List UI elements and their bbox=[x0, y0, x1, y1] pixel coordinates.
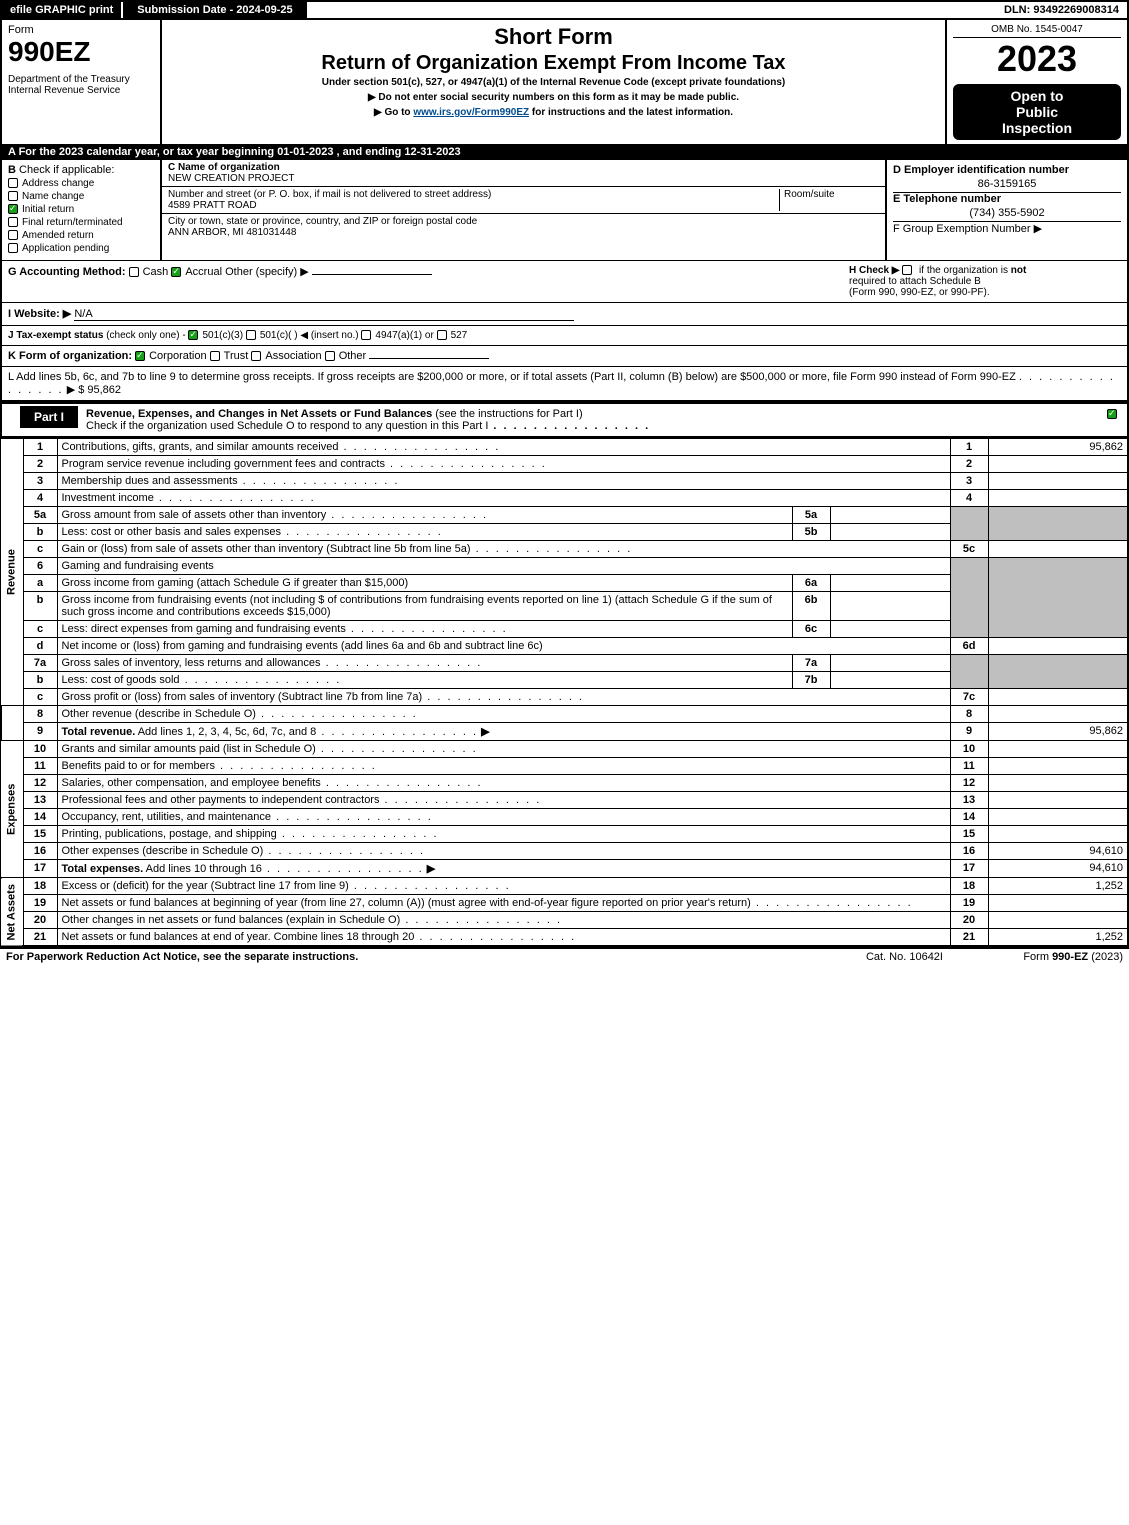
footer-catno: Cat. No. 10642I bbox=[866, 951, 943, 963]
bullet-goto: ▶ Go to www.irs.gov/Form990EZ for instru… bbox=[168, 107, 939, 118]
section-a-row: A For the 2023 calendar year, or tax yea… bbox=[0, 144, 1129, 402]
omb: OMB No. 1545-0047 bbox=[953, 24, 1121, 38]
e-phone: (734) 355-5902 bbox=[893, 205, 1121, 222]
j-527-checkbox[interactable] bbox=[437, 330, 447, 340]
top-bar: efile GRAPHIC print Submission Date - 20… bbox=[0, 0, 1129, 20]
section-j: J Tax-exempt status (check only one) - 5… bbox=[2, 325, 1127, 345]
c-name-label: C Name of organization bbox=[168, 162, 280, 173]
section-def: D Employer identification number 86-3159… bbox=[887, 160, 1127, 260]
b-label-3: Final return/terminated bbox=[22, 217, 123, 228]
section-k: K Form of organization: Corporation Trus… bbox=[2, 345, 1127, 366]
tax-year: 2023 bbox=[953, 38, 1121, 80]
form-word: Form bbox=[8, 24, 154, 36]
k-checkbox-2[interactable] bbox=[251, 351, 261, 361]
section-a: A For the 2023 calendar year, or tax yea… bbox=[2, 144, 1127, 160]
e-phone-label: E Telephone number bbox=[893, 193, 1121, 205]
section-gh: G Accounting Method: Cash Accrual Other … bbox=[2, 260, 1127, 302]
b-label-4: Amended return bbox=[22, 230, 94, 241]
j-501c3-checkbox[interactable] bbox=[188, 330, 198, 340]
section-b: B Check if applicable: Address changeNam… bbox=[2, 160, 162, 260]
room-suite-label: Room/suite bbox=[784, 189, 835, 200]
irs-link[interactable]: www.irs.gov/Form990EZ bbox=[413, 107, 529, 118]
line1-amount: 95,862 bbox=[988, 439, 1128, 456]
footer-right: Form 990-EZ (2023) bbox=[943, 951, 1123, 963]
dept: Department of the Treasury bbox=[8, 74, 154, 85]
bullet-ssn: ▶ Do not enter social security numbers o… bbox=[168, 92, 939, 103]
form-header: Form 990EZ Department of the Treasury In… bbox=[0, 20, 1129, 144]
dln: DLN: 93492269008314 bbox=[996, 2, 1127, 18]
f-group-exemption: F Group Exemption Number ▶ bbox=[893, 222, 1121, 235]
section-c: C Name of organization NEW CREATION PROJ… bbox=[162, 160, 887, 260]
cash-checkbox[interactable] bbox=[129, 267, 139, 277]
line9-amount: 95,862 bbox=[988, 723, 1128, 741]
line18-amount: 1,252 bbox=[988, 878, 1128, 895]
k-checkbox-1[interactable] bbox=[210, 351, 220, 361]
line17-amount: 94,610 bbox=[988, 860, 1128, 878]
open-public-inspection: Open to Public Inspection bbox=[953, 84, 1121, 140]
h-checkbox[interactable] bbox=[902, 265, 912, 275]
revenue-side-label: Revenue bbox=[1, 439, 23, 706]
b-checkbox-5[interactable] bbox=[8, 243, 18, 253]
under-section: Under section 501(c), 527, or 4947(a)(1)… bbox=[168, 77, 939, 88]
submission-date: Submission Date - 2024-09-25 bbox=[121, 2, 306, 18]
irs: Internal Revenue Service bbox=[8, 85, 154, 96]
j-501c-checkbox[interactable] bbox=[246, 330, 256, 340]
part1-tab: Part I bbox=[20, 406, 78, 428]
b-checkbox-3[interactable] bbox=[8, 217, 18, 227]
return-title: Return of Organization Exempt From Incom… bbox=[168, 52, 939, 75]
efile-print[interactable]: efile GRAPHIC print bbox=[2, 2, 121, 18]
page-footer: For Paperwork Reduction Act Notice, see … bbox=[0, 947, 1129, 965]
footer-left: For Paperwork Reduction Act Notice, see … bbox=[6, 951, 866, 963]
b-label-0: Address change bbox=[22, 178, 94, 189]
k-checkbox-0[interactable] bbox=[135, 351, 145, 361]
part1-schedule-o-checkbox[interactable] bbox=[1107, 409, 1117, 419]
b-checkbox-1[interactable] bbox=[8, 191, 18, 201]
section-h: H Check ▶ if the organization is not req… bbox=[841, 265, 1121, 298]
website-value: N/A bbox=[74, 308, 574, 321]
line21-amount: 1,252 bbox=[988, 929, 1128, 947]
org-street: 4589 PRATT ROAD bbox=[168, 200, 257, 211]
netassets-side-label: Net Assets bbox=[1, 878, 23, 947]
accrual-checkbox[interactable] bbox=[171, 267, 181, 277]
form-number: 990EZ bbox=[8, 36, 154, 68]
line16-amount: 94,610 bbox=[988, 843, 1128, 860]
b-label-5: Application pending bbox=[22, 243, 109, 254]
b-label-2: Initial return bbox=[22, 204, 74, 215]
l-amount: 95,862 bbox=[87, 384, 121, 396]
b-checkbox-0[interactable] bbox=[8, 178, 18, 188]
d-ein: 86-3159165 bbox=[893, 176, 1121, 193]
d-ein-label: D Employer identification number bbox=[893, 164, 1121, 176]
b-checkbox-2[interactable] bbox=[8, 204, 18, 214]
c-street-label: Number and street (or P. O. box, if mail… bbox=[168, 189, 491, 200]
part1-header: Part I Revenue, Expenses, and Changes in… bbox=[0, 402, 1129, 438]
b-label-1: Name change bbox=[22, 191, 84, 202]
b-checkbox-4[interactable] bbox=[8, 230, 18, 240]
j-4947-checkbox[interactable] bbox=[361, 330, 371, 340]
expenses-side-label: Expenses bbox=[1, 741, 23, 878]
section-l: L Add lines 5b, 6c, and 7b to line 9 to … bbox=[2, 366, 1127, 400]
section-bcd: B Check if applicable: Address changeNam… bbox=[2, 160, 1127, 260]
section-i: I Website: ▶ N/A bbox=[2, 302, 1127, 325]
short-form-title: Short Form bbox=[168, 24, 939, 50]
k-checkbox-3[interactable] bbox=[325, 351, 335, 361]
org-city: ANN ARBOR, MI 481031448 bbox=[168, 227, 296, 238]
part1-lines-table: Revenue 1 Contributions, gifts, grants, … bbox=[0, 438, 1129, 947]
c-city-label: City or town, state or province, country… bbox=[168, 216, 477, 227]
org-name: NEW CREATION PROJECT bbox=[168, 173, 294, 184]
